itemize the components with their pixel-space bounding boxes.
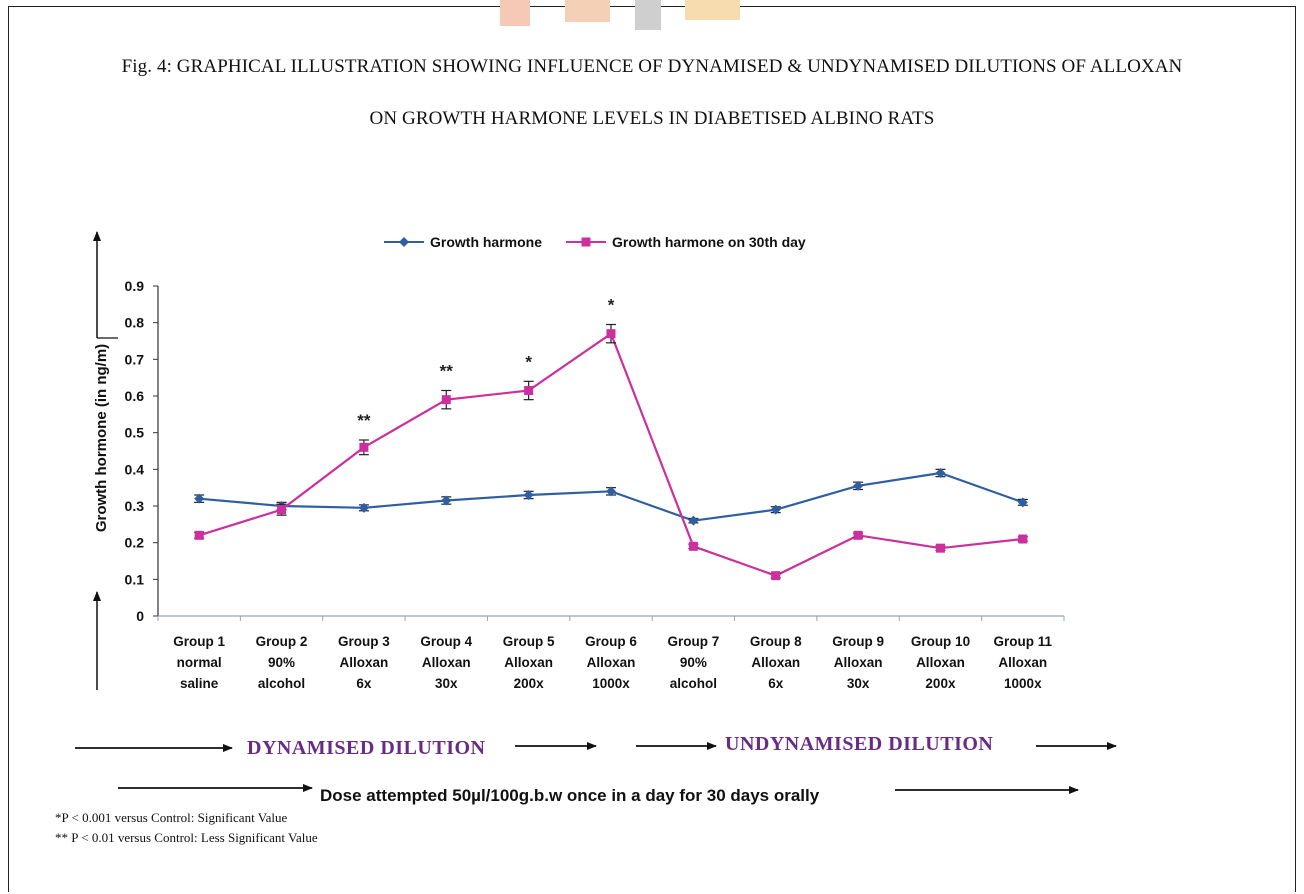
y-tick-label: 0 — [136, 608, 144, 624]
data-point-series-2 — [688, 541, 698, 551]
y-tick-label: 0.8 — [125, 315, 145, 331]
legend-label-series-2: Growth harmone on 30th day — [612, 234, 806, 250]
data-point-series-1 — [606, 486, 616, 497]
x-tick-label: Group 4 Alloxan 30x — [420, 634, 472, 691]
significance-marker: ** — [440, 362, 454, 381]
significance-marker: * — [608, 296, 615, 315]
figure-title-line-2: ON GROWTH HARMONE LEVELS IN DIABETISED A… — [369, 108, 935, 129]
legend-label-series-1: Growth harmone — [430, 234, 542, 250]
y-tick-label: 0.7 — [125, 351, 145, 367]
data-point-series-2 — [771, 571, 781, 581]
y-tick-label: 0.1 — [125, 571, 145, 587]
data-point-series-1 — [358, 502, 369, 513]
x-tick-label: Group 8 Alloxan 6x — [750, 634, 802, 691]
data-point-series-1 — [523, 490, 534, 500]
data-point-series-1 — [1017, 497, 1028, 508]
x-tick-label: Group 3 Alloxan 6x — [338, 634, 390, 691]
data-point-series-1 — [853, 480, 864, 491]
x-tick-label: Group 6 Alloxan 1000x — [585, 634, 637, 691]
data-point-series-2 — [935, 543, 945, 553]
chart-decorations — [75, 231, 1117, 794]
x-tick-label: Group 5 Alloxan 200x — [503, 634, 555, 691]
x-tick-label: Group 7 90% alcohol — [667, 634, 719, 691]
data-point-series-2 — [359, 442, 369, 452]
y-tick-label: 0.5 — [125, 425, 145, 441]
y-tick-label: 0.9 — [125, 278, 145, 294]
chart-axes: 0 0.1 0.2 0.3 0.4 0.5 0.6 0.7 0.8 0.9 Group 1 norma… — [93, 278, 1065, 691]
dynamised-dilution-label: DYNAMISED DILUTION — [247, 737, 486, 759]
footnote-significant: *P < 0.001 versus Control: Significant V… — [55, 810, 288, 825]
x-tick-label: Group 2 90% alcohol — [256, 634, 308, 691]
data-point-series-2 — [441, 395, 451, 405]
y-tick-label: 0.2 — [125, 535, 145, 551]
data-point-series-2 — [524, 386, 534, 395]
series-line-2 — [198, 331, 1023, 577]
data-point-series-1 — [194, 493, 205, 504]
data-point-series-2 — [194, 530, 204, 540]
footnote-less-significant: ** P < 0.01 versus Control: Less Signifi… — [55, 830, 318, 845]
journal-logo-fragment — [500, 0, 740, 30]
data-point-series-2 — [1018, 534, 1028, 544]
data-point-series-2 — [277, 505, 287, 515]
y-tick-label: 0.3 — [125, 498, 145, 514]
significance-marker: ** — [357, 411, 371, 430]
figure-title-line-1: Fig. 4: GRAPHICAL ILLUSTRATION SHOWING I… — [121, 56, 1183, 77]
dose-description: Dose attempted 50µl/100g.b.w once in a d… — [320, 786, 820, 805]
y-axis-label: Growth hormone (in ng/m) — [93, 344, 110, 532]
x-tick-label: Group 1 normal saline — [173, 634, 225, 691]
data-point-series-1 — [935, 468, 946, 478]
data-point-series-1 — [688, 515, 699, 526]
x-tick-label: Group 9 Alloxan 30x — [832, 634, 884, 691]
x-tick-label: Group 10 Alloxan 200x — [911, 634, 970, 691]
legend-marker-series-1 — [399, 237, 409, 247]
chart-legend: Growth harmone Growth harmone on 30th day — [384, 234, 806, 250]
data-point-series-2 — [606, 329, 616, 339]
undynamised-dilution-label: UNDYNAMISED DILUTION — [725, 733, 994, 755]
significance-marker: * — [525, 352, 532, 371]
series-line-1 — [199, 471, 1024, 522]
y-tick-label: 0.4 — [125, 461, 145, 477]
y-tick-label: 0.6 — [125, 388, 145, 404]
data-point-series-1 — [441, 495, 452, 506]
legend-marker-series-2 — [581, 237, 591, 247]
x-tick-label: Group 11 Alloxan 1000x — [994, 634, 1053, 691]
data-point-series-2 — [853, 530, 863, 540]
chart-series-layer: **** ** — [194, 296, 1028, 581]
data-point-series-1 — [770, 504, 781, 515]
